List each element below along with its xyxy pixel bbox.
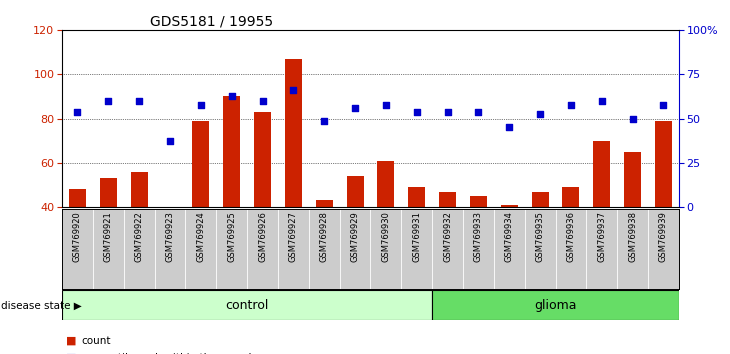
Point (658, 103, 669, 108)
Bar (655, 121, 672, 207)
Point (380, 103, 392, 108)
Bar (100, 178, 117, 207)
Point (534, 111, 546, 117)
Point (411, 109, 423, 115)
Text: GSM769938: GSM769938 (628, 211, 637, 262)
Point (596, 98, 607, 104)
Point (349, 105, 361, 110)
Text: count: count (82, 336, 111, 346)
Bar (316, 200, 333, 207)
Bar (223, 96, 240, 207)
Point (164, 138, 176, 144)
Bar (193, 121, 210, 207)
Text: GSM769935: GSM769935 (536, 211, 545, 262)
Point (134, 98, 145, 104)
Text: GSM769939: GSM769939 (659, 211, 668, 262)
Bar (254, 112, 271, 207)
Bar (432, 290, 679, 320)
Bar (501, 205, 518, 207)
Text: ■: ■ (66, 353, 76, 354)
Text: GSM769937: GSM769937 (597, 211, 607, 262)
Text: percentile rank within the sample: percentile rank within the sample (82, 353, 258, 354)
Text: GSM769924: GSM769924 (196, 211, 205, 262)
Bar (69, 189, 86, 207)
Text: control: control (226, 299, 269, 312)
Text: GSM769931: GSM769931 (412, 211, 421, 262)
Point (627, 116, 639, 121)
Text: GDS5181 / 19955: GDS5181 / 19955 (150, 14, 273, 28)
Point (102, 98, 114, 104)
Bar (347, 176, 364, 207)
Text: GSM769934: GSM769934 (504, 211, 514, 262)
Text: GSM769923: GSM769923 (166, 211, 174, 262)
Text: GSM769936: GSM769936 (566, 211, 575, 262)
Text: disease state ▶: disease state ▶ (1, 300, 82, 310)
Text: GSM769929: GSM769929 (350, 211, 360, 262)
Text: ■: ■ (66, 336, 76, 346)
Point (565, 103, 577, 108)
Point (288, 87, 299, 93)
Bar (563, 187, 580, 207)
Text: GSM769932: GSM769932 (443, 211, 452, 262)
Point (318, 118, 330, 124)
Bar (131, 172, 147, 207)
Text: GSM769926: GSM769926 (258, 211, 267, 262)
Bar (62, 290, 432, 320)
Point (257, 98, 269, 104)
Point (504, 125, 515, 130)
Point (226, 93, 237, 99)
Text: glioma: glioma (534, 299, 577, 312)
Bar (531, 192, 548, 207)
Bar (377, 161, 394, 207)
Bar (439, 192, 456, 207)
Text: GSM769925: GSM769925 (227, 211, 237, 262)
Text: GSM769930: GSM769930 (381, 211, 391, 262)
Point (72, 109, 83, 115)
Text: GSM769920: GSM769920 (73, 211, 82, 262)
Bar (624, 152, 641, 207)
Bar (470, 196, 487, 207)
Point (442, 109, 453, 115)
Bar (408, 187, 425, 207)
Bar (285, 59, 301, 207)
Text: GSM769933: GSM769933 (474, 211, 483, 262)
Text: GSM769928: GSM769928 (320, 211, 328, 262)
Bar (593, 141, 610, 207)
Text: GSM769927: GSM769927 (289, 211, 298, 262)
Text: GSM769921: GSM769921 (104, 211, 113, 262)
Text: GSM769922: GSM769922 (134, 211, 144, 262)
Point (472, 109, 484, 115)
Point (195, 103, 207, 108)
